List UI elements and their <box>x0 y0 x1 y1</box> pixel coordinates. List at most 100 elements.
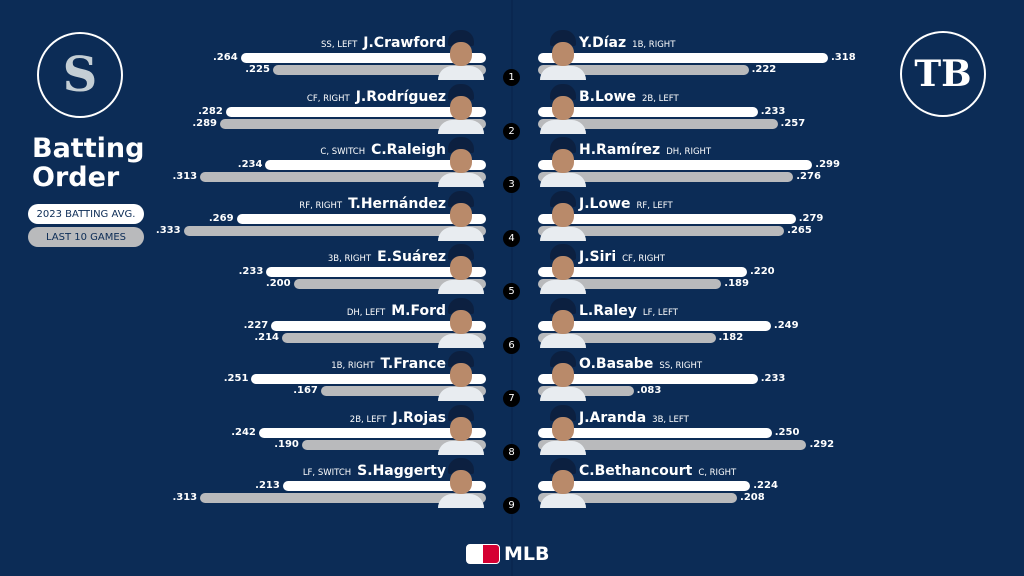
away-position: CF, RIGHT <box>622 254 665 264</box>
away-last10-value: .265 <box>787 224 812 236</box>
home-last10-value: .313 <box>172 492 198 503</box>
order-number: 1 <box>503 69 520 86</box>
mlb-logo: MLB <box>466 543 550 565</box>
home-last10-value: .289 <box>192 117 217 129</box>
title-line-1: Batting <box>32 133 145 164</box>
away-season-bar <box>538 160 813 170</box>
away-position: LF, LEFT <box>642 307 678 318</box>
home-last10-bar <box>282 332 486 343</box>
away-player: C.Bethancourt C, RIGHT <box>579 463 742 481</box>
away-season-value: .299 <box>815 159 840 170</box>
order-number: 2 <box>503 122 520 140</box>
photo-face <box>552 363 574 387</box>
away-last10-bar <box>538 65 749 75</box>
home-player-photo <box>436 403 486 455</box>
photo-face <box>450 363 472 387</box>
away-player-photo <box>538 403 588 455</box>
rays-logo-text: TB <box>914 53 972 95</box>
away-last10-value: .257 <box>780 117 806 129</box>
home-season-value: .264 <box>213 52 238 63</box>
order-number: 3 <box>503 176 520 193</box>
home-last10-value: .167 <box>293 385 318 396</box>
home-position: RF, RIGHT <box>299 200 343 211</box>
away-player: J.Aranda 3B, LEFT <box>579 410 695 428</box>
home-player-photo <box>436 296 486 348</box>
photo-body <box>540 440 586 455</box>
away-last10-bar <box>538 332 716 343</box>
mlb-text: MLB <box>504 543 550 565</box>
away-player-photo <box>538 349 588 401</box>
order-number: 5 <box>503 283 520 300</box>
home-last10-bar <box>183 225 486 236</box>
lineup-row: .227.214 DH, LEFT M.Ford 6 .249 .182 L.Raley LF… <box>0 297 1024 356</box>
rays-logo: TB <box>900 31 986 117</box>
home-season-bar <box>240 53 486 63</box>
photo-cap <box>550 83 576 100</box>
order-number: 6 <box>503 336 520 354</box>
photo-face <box>552 95 574 120</box>
away-position: DH, RIGHT <box>666 147 712 157</box>
home-player-name: C.Raleigh <box>371 142 446 158</box>
away-season-bar <box>538 106 758 117</box>
home-player: 3B, RIGHT E.Suárez <box>322 249 446 267</box>
away-player-name: H.Ramírez <box>579 142 661 158</box>
home-position: LF, SWITCH <box>302 468 352 478</box>
away-last10-value: .292 <box>809 438 835 450</box>
photo-body <box>438 226 484 241</box>
lineup-row: .282.289 CF, RIGHT J.Rodríguez 2 .233.257 B.L… <box>0 83 1024 142</box>
away-position: RF, LEFT <box>636 200 673 211</box>
home-player-photo <box>436 242 486 294</box>
away-last10-value: .276 <box>796 171 821 182</box>
home-position: 2B, LEFT <box>349 414 387 425</box>
photo-face <box>450 309 472 334</box>
home-player-name: J.Crawford <box>363 35 446 51</box>
home-last10-value: .333 <box>155 224 181 236</box>
away-last10-value: .222 <box>751 64 777 75</box>
lineup-row: .269 .333 RF, RIGHT T.Hernández 4 .279.265 J.L… <box>0 190 1024 249</box>
photo-face <box>552 42 574 66</box>
home-player-photo <box>436 456 486 508</box>
home-season-bar <box>265 160 486 170</box>
away-last10-bar <box>538 439 807 450</box>
home-season-value: .251 <box>223 373 249 384</box>
home-last10-bar <box>301 439 486 450</box>
photo-cap <box>550 244 576 260</box>
away-season-value: .233 <box>760 105 786 117</box>
photo-face <box>450 95 472 120</box>
photo-body <box>540 173 586 187</box>
away-player: O.Basabe SS, RIGHT <box>579 356 708 374</box>
lineup-row: .264 .225 SS, LEFT J.Crawford 1 .318 .222 Y.Día… <box>0 30 1024 88</box>
home-player-name: T.France <box>380 356 446 372</box>
photo-cap <box>448 404 474 421</box>
away-season-bar <box>538 213 796 224</box>
home-player-photo <box>436 28 486 80</box>
lineup-row: .251 .167 1B, RIGHT T.France 7 .233 .083 O.Basa… <box>0 351 1024 409</box>
title-line-2: Order <box>32 162 120 193</box>
home-season-value: .242 <box>231 426 256 438</box>
photo-face <box>552 470 574 494</box>
photo-face <box>552 416 574 441</box>
away-player-name: C.Bethancourt <box>579 463 693 479</box>
home-position: C, SWITCH <box>320 147 366 157</box>
away-player: B.Lowe 2B, LEFT <box>579 89 685 107</box>
home-season-bar <box>271 320 486 331</box>
away-last10-bar <box>538 225 785 236</box>
photo-face <box>552 309 574 334</box>
home-season-bar <box>258 427 486 438</box>
away-player-photo <box>538 456 588 508</box>
home-season-bar <box>266 267 486 277</box>
home-season-value: .233 <box>238 266 264 277</box>
home-position: 3B, RIGHT <box>327 254 372 264</box>
away-season-bar <box>538 320 771 331</box>
legend-season: 2023 BATTING AVG. <box>28 204 144 224</box>
home-last10-bar <box>293 279 486 289</box>
home-last10-value: .200 <box>265 278 291 289</box>
photo-face <box>552 202 574 227</box>
home-season-value: .282 <box>198 105 223 117</box>
away-season-value: .233 <box>760 373 786 384</box>
photo-body <box>438 280 484 294</box>
home-player-name: T.Hernández <box>348 195 446 212</box>
order-number: 7 <box>503 390 520 407</box>
photo-body <box>438 387 484 401</box>
photo-body <box>438 333 484 348</box>
